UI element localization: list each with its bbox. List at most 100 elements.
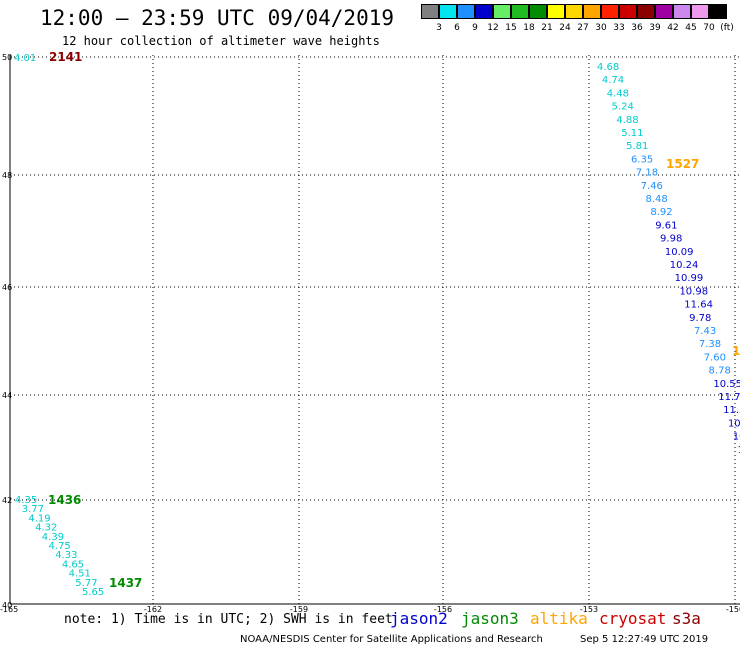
legend-swatch: [691, 4, 709, 19]
swh-value: 4.51: [69, 569, 91, 580]
x-tick-label: -165: [0, 605, 18, 614]
legend-label: 42: [667, 23, 679, 33]
legend-swatch: [421, 4, 439, 19]
legend-swatch: [439, 4, 457, 19]
legend-swatch: [655, 4, 673, 19]
satellite-name: s3a: [672, 609, 701, 628]
swh-value: 9.61: [655, 220, 677, 231]
axis-tick-labels: -165 -162 -159 -156 -153 -150 50 48 46 44 42 40: [0, 53, 740, 614]
legend-label: 9: [472, 23, 478, 33]
swh-value: 7.38: [699, 339, 721, 350]
legend-label: 36: [631, 23, 643, 33]
x-tick-label: -150: [726, 605, 740, 614]
pass-time-label: 2141: [49, 50, 82, 64]
swh-value: 4.65: [62, 559, 84, 570]
legend-label: 39: [649, 23, 661, 33]
x-tick-label: -156: [434, 605, 452, 614]
legend-label: 27: [577, 23, 589, 33]
swh-value: 7.46: [641, 181, 663, 192]
footer-note: note: 1) Time is in UTC; 2) SWH is in fe…: [64, 612, 393, 627]
swh-value: 4.35: [15, 495, 37, 506]
swh-value: 11.64: [684, 300, 713, 311]
satellite-name: altika: [530, 609, 588, 628]
swh-value: 5.65: [82, 587, 104, 598]
swh-value: 4.48: [607, 88, 629, 99]
legend-label: 12: [487, 23, 499, 33]
legend-swatch: [619, 4, 637, 19]
swh-value: 6.35: [631, 154, 653, 165]
satellite-name: jason3: [461, 609, 519, 628]
legend-label: 18: [523, 23, 535, 33]
satellite-name: jason2: [390, 609, 448, 628]
swh-value: 4.88: [616, 115, 638, 126]
legend-swatch: [709, 4, 727, 19]
pass-time-labels: 2141 1527 1436 1437 1: [48, 50, 740, 590]
y-tick-label: 40: [2, 601, 12, 610]
legend-swatch: [565, 4, 583, 19]
x-tick-label: -153: [580, 605, 598, 614]
legend-swatch: [547, 4, 565, 19]
y-tick-label: 42: [2, 496, 12, 505]
map-grid: [9, 55, 740, 605]
map-subtitle: 12 hour collection of altimeter wave hei…: [62, 34, 380, 48]
swh-value: 8.78: [709, 366, 731, 377]
pass-time-label: 1527: [666, 157, 699, 171]
legend-label: 45: [685, 23, 697, 33]
swh-value: 9.98: [660, 234, 682, 245]
pass-time-label: 1436: [48, 493, 81, 507]
swh-value: 10.5: [733, 432, 740, 443]
legend-swatch: [637, 4, 655, 19]
x-tick-label: -159: [290, 605, 308, 614]
swh-value: 10.: [738, 445, 740, 456]
legend-swatch: [601, 4, 619, 19]
swh-value: 8.48: [646, 194, 668, 205]
swh-value: 4.01: [14, 53, 36, 64]
swh-value: 10.8: [728, 418, 740, 429]
swh-value: 10.24: [670, 260, 699, 271]
y-tick-label: 50: [2, 53, 12, 62]
swh-value: 11.75: [718, 392, 740, 403]
swh-value: 4.39: [42, 532, 64, 543]
swh-value: 10.09: [665, 247, 694, 258]
y-tick-label: 48: [2, 171, 12, 180]
swh-value: 11.57: [723, 405, 740, 416]
swh-value: 7.60: [704, 352, 726, 363]
legend-label: 24: [559, 23, 571, 33]
swh-value: 7.43: [694, 326, 716, 337]
y-tick-label: 46: [2, 283, 12, 292]
swh-value: 10.98: [679, 286, 708, 297]
swh-value: 4.74: [602, 75, 624, 86]
legend-label: 33: [613, 23, 625, 33]
timestamp-text: Sep 5 12:27:49 UTC 2019: [580, 634, 709, 645]
swh-value: 4.75: [49, 541, 71, 552]
swh-value: 7.18: [636, 168, 658, 179]
swh-value: 8.92: [650, 207, 672, 218]
swh-value: 3.77: [22, 504, 44, 515]
legend-label: 70: [703, 23, 715, 33]
swh-value: 4.19: [28, 513, 50, 524]
legend-label: 30: [595, 23, 607, 33]
satellite-name: cryosat: [599, 609, 667, 628]
y-tick-label: 44: [2, 391, 12, 400]
legend-swatch: [475, 4, 493, 19]
legend-swatch: [529, 4, 547, 19]
legend-label: 21: [541, 23, 553, 33]
swh-value: 4.33: [55, 550, 77, 561]
swh-value: 4.32: [35, 523, 57, 534]
legend-label: 6: [454, 23, 460, 33]
swh-value: 9.78: [689, 313, 711, 324]
credit-text: NOAA/NESDIS Center for Satellite Applica…: [240, 634, 543, 645]
swh-value: 5.11: [621, 128, 643, 139]
legend-swatch: [493, 4, 511, 19]
swh-value: 5.77: [75, 578, 97, 589]
wave-height-tracks: 4.01 4.68 4.74 4.48 5.24 4.88 5.11 5.81 6.35 7.18…: [14, 53, 740, 598]
swh-value: 10.99: [675, 273, 704, 284]
swh-value: 4.68: [597, 62, 619, 73]
swh-value: 10.55: [713, 379, 740, 390]
pass-time-label-clipped: 1: [732, 344, 740, 358]
legend-swatch: [583, 4, 601, 19]
pass-time-label: 1437: [109, 576, 142, 590]
legend-label: 3: [436, 23, 442, 33]
legend-swatch: [673, 4, 691, 19]
